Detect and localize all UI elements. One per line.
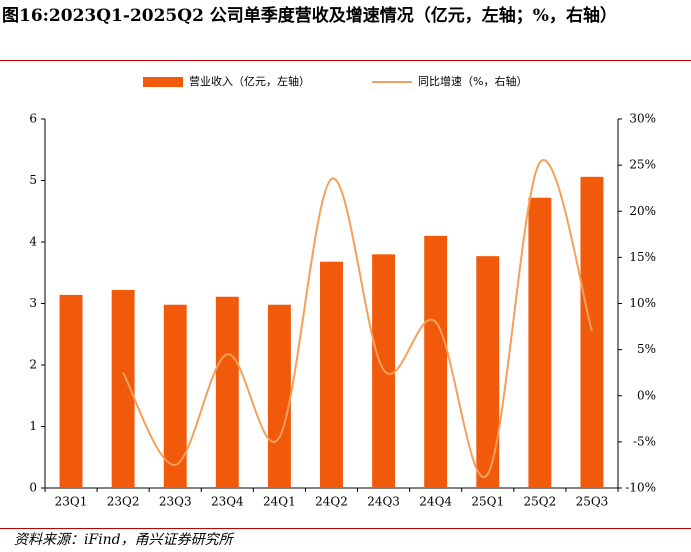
y2-tick-label: 15% <box>629 250 656 264</box>
y-tick-label: 2 <box>29 358 37 372</box>
bar <box>163 304 187 488</box>
x-tick-label: 23Q1 <box>55 495 88 509</box>
y-tick-label: 5 <box>29 173 37 187</box>
y-tick-label: 1 <box>29 419 37 433</box>
x-tick-label: 24Q1 <box>263 495 296 509</box>
line <box>122 159 593 479</box>
y-tick-label: 4 <box>29 235 37 249</box>
x-tick-label: 23Q3 <box>159 495 192 509</box>
x-tick-label: 25Q2 <box>523 495 556 509</box>
legend-label: 同比增速（%，右轴） <box>418 74 527 88</box>
rule <box>0 60 691 61</box>
rule <box>0 528 691 529</box>
y2-tick-label: 0% <box>637 388 656 402</box>
y2-tick-label: -10% <box>625 481 656 495</box>
bar <box>59 294 83 488</box>
y-tick-label: 3 <box>29 296 37 310</box>
x-tick-label: 24Q2 <box>315 495 348 509</box>
x-tick-label: 25Q3 <box>576 495 609 509</box>
legend-swatch <box>143 77 183 87</box>
bar <box>111 289 135 488</box>
x-tick-label: 23Q4 <box>211 495 244 509</box>
x-tick-label: 24Q4 <box>419 495 452 509</box>
legend-label: 营业收入（亿元，左轴） <box>189 74 310 88</box>
y-tick-label: 0 <box>29 481 37 495</box>
bar <box>320 261 343 488</box>
source-note: 资料来源：iFind，甬兴证券研究所 <box>14 532 233 548</box>
y-tick-label: 6 <box>29 112 37 126</box>
x-tick-label: 23Q2 <box>107 495 140 509</box>
bar <box>215 296 239 488</box>
bar <box>528 197 552 488</box>
bar <box>580 176 604 488</box>
x-tick-label: 24Q3 <box>367 495 400 509</box>
bar <box>424 235 448 488</box>
x-tick-label: 25Q1 <box>471 495 504 509</box>
y2-tick-label: -5% <box>633 434 656 448</box>
y2-tick-label: 30% <box>629 112 656 126</box>
y2-tick-label: 5% <box>637 342 656 356</box>
chart-title: 图16:2023Q1-2025Q2 公司单季度营收及增速情况（亿元，左轴；%，右… <box>2 6 617 26</box>
bar <box>267 304 291 488</box>
bar <box>476 256 500 488</box>
y2-tick-label: 25% <box>629 158 656 172</box>
y2-tick-label: 10% <box>629 296 656 310</box>
y2-tick-label: 20% <box>629 204 656 218</box>
